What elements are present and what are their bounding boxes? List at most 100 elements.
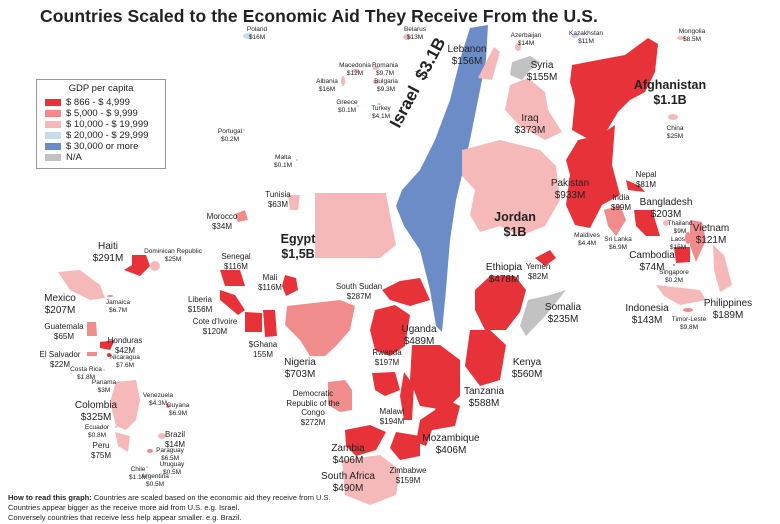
aid-amount: $560M [511, 369, 543, 380]
country-shape-somalia [520, 290, 566, 336]
aid-amount: $12M [346, 69, 364, 77]
country-label-greece: Greece $0.1M [336, 99, 357, 115]
country-label-syria: Syria $155M [527, 60, 558, 84]
country-shape-ghana [263, 310, 277, 337]
country-shape-bulgaria [373, 80, 379, 84]
country-shape-greece [357, 105, 359, 107]
aid-amount: $65M [53, 331, 75, 341]
aid-amount: $1.1M [128, 473, 148, 481]
country-shape-nepal [626, 180, 645, 192]
aid-amount: $0.5M [145, 480, 165, 488]
country-name: Tanzania [463, 386, 505, 397]
country-name: Cote d'Ivoire [192, 317, 238, 326]
aid-amount: $272M [300, 417, 326, 427]
country-name: Brazil [164, 430, 186, 439]
country-name: Paraguay [156, 447, 184, 454]
country-name: Cambodia [629, 250, 675, 261]
country-name: Mozambique [422, 433, 480, 444]
note-line-2: Countries appear bigger as the receive m… [8, 502, 240, 512]
country-shape-mozambique [416, 396, 460, 446]
country-label-chile: Chile $1.1M [129, 466, 147, 482]
country-shape-bangladesh [634, 210, 660, 236]
country-label-portugal: Portugal $0.2M [218, 128, 242, 144]
country-name: Macedonia [339, 62, 371, 69]
country-shape-yemen [535, 250, 556, 266]
aid-amount: $82M [527, 271, 548, 281]
country-name: Timor-Leste [671, 316, 707, 323]
country-label-tunisia: Tunisia $63M [265, 190, 291, 209]
country-shape-malta [296, 159, 298, 161]
legend-label: $ 10,000 - $ 19,999 [66, 119, 149, 130]
country-name: Afghanistan [633, 78, 707, 92]
aid-amount: $1B [503, 225, 527, 239]
country-label-malawi: Malawi $194M [380, 407, 405, 426]
country-shape-syria [510, 56, 540, 80]
country-label-bulgaria: Bulgaria $9.3M [374, 78, 398, 94]
country-label-nepal: Nepal $81M [636, 170, 657, 189]
country-shape-poland [243, 33, 253, 39]
country-shape-vietnam [690, 220, 706, 262]
legend-swatch [45, 154, 61, 161]
aid-amount: $1,5B [281, 247, 315, 261]
country-name: Egypt [280, 232, 316, 246]
country-name: Zimbabwe [389, 466, 427, 475]
country-shape-south-sudan [382, 278, 430, 306]
country-name: Laos [670, 236, 686, 243]
country-name: Morocco [206, 212, 238, 221]
country-shape-lebanon [478, 47, 500, 80]
aid-amount: $194M [379, 416, 405, 426]
aid-amount: $3M [97, 386, 111, 394]
aid-amount: $7.6M [115, 361, 135, 369]
country-shape-indonesia [656, 285, 706, 305]
aid-amount: $14M [517, 39, 535, 47]
country-shape-mali [282, 275, 298, 296]
country-shape-democratic-republic-of-the-congo [328, 380, 352, 412]
legend-label: $ 866 - $ 4,999 [66, 97, 130, 108]
country-shape-sri-lanka [615, 226, 617, 230]
legend-swatch [45, 99, 61, 106]
aid-amount: $75M [90, 450, 112, 460]
country-label-venezuela: Venezuela $4.3M [143, 392, 173, 408]
country-shape-el-salvador [87, 352, 97, 356]
aid-amount: $325M [80, 412, 112, 423]
country-label-jamaica: Jamaica $6.7M [106, 299, 130, 315]
country-name: Belarus [403, 26, 427, 33]
aid-amount: $490M [332, 483, 364, 494]
country-label-maldives: Maldives $4.4M [574, 232, 600, 248]
country-name: Nepal [635, 170, 657, 179]
country-name: Chile [130, 466, 146, 473]
country-label-argentina: Argentina $0.5M [141, 473, 169, 489]
aid-amount: $22M [49, 359, 71, 369]
country-shape-belarus [403, 34, 411, 40]
country-shape-ecuador [115, 426, 117, 428]
country-name: Azerbaijan [510, 32, 542, 39]
aid-amount: $116M [224, 261, 248, 271]
country-name: Ethiopia [485, 262, 523, 273]
map-title: Countries Scaled to the Economic Aid The… [40, 6, 598, 26]
country-label-pakistan: Pakistan $933M [551, 178, 589, 202]
country-shape-morocco [235, 210, 248, 222]
country-shape-south-africa [342, 455, 400, 505]
country-shape-jamaica [107, 295, 113, 297]
country-label-brazil: Brazil $14M [165, 430, 185, 449]
country-shape-israel [396, 25, 488, 332]
aid-amount: $0.5M [162, 468, 182, 476]
legend-label: $ 5,000 - $ 9,999 [66, 108, 138, 119]
country-shape-liberia [220, 290, 245, 315]
country-shape-afghanistan [570, 38, 658, 140]
country-shape-portugal [243, 129, 245, 131]
aid-amount: $189M [712, 310, 744, 321]
aid-amount: $406M [435, 445, 467, 456]
country-label-democratic-republic-of-the-congo: Democratic Republic of the Congo $272M [278, 389, 348, 427]
aid-amount: $1.8M [76, 373, 96, 381]
country-name: China [666, 125, 684, 132]
country-name: Liberia [187, 295, 212, 304]
country-name: Sri Lanka [604, 236, 632, 243]
country-shape-senegal [220, 270, 245, 286]
country-name: Malta [275, 154, 291, 161]
aid-amount: $478M [488, 274, 520, 285]
country-shape-egypt [315, 193, 396, 258]
aid-amount: $9.7M [375, 69, 395, 77]
country-name: Syria [530, 60, 554, 71]
aid-amount: $11M [578, 37, 594, 45]
